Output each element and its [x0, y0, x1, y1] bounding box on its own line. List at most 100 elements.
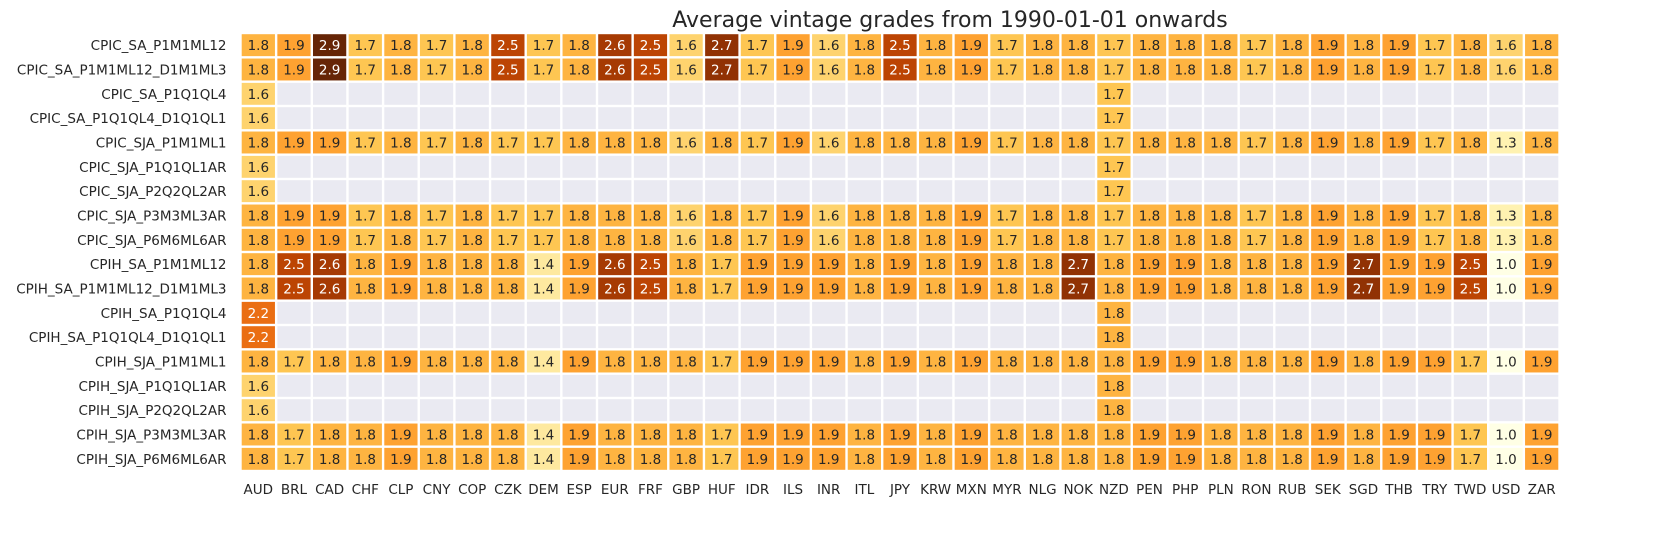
- heatmap-cell-empty: [990, 82, 1024, 105]
- cell-value-label: 1.8: [996, 428, 1017, 444]
- heatmap-cell: [847, 34, 881, 57]
- cell-value-label: 1.9: [1139, 282, 1160, 298]
- heatmap-cell: [705, 204, 739, 227]
- heatmap-cell-empty: [1453, 107, 1487, 130]
- cell-value-label: 1.8: [1353, 63, 1374, 79]
- heatmap-cell: [1489, 447, 1523, 470]
- heatmap-cell-empty: [1418, 107, 1452, 130]
- row-tick-label: CPIC_SA_P1M1ML12_D1M1ML3: [17, 63, 227, 79]
- heatmap-cell-empty: [1382, 301, 1416, 324]
- heatmap-cell: [1168, 228, 1202, 251]
- heatmap-cell-empty: [491, 82, 525, 105]
- heatmap-cell: [1204, 447, 1238, 470]
- heatmap-cell: [812, 277, 846, 300]
- cell-value-label: 1.9: [1174, 355, 1195, 371]
- heatmap-cell-empty: [633, 82, 668, 105]
- heatmap-cell: [776, 423, 810, 446]
- cell-value-label: 1.9: [961, 63, 982, 79]
- cell-value-label: 1.9: [1139, 452, 1160, 468]
- heatmap-cell: [633, 447, 668, 470]
- heatmap-cell-empty: [598, 180, 632, 203]
- heatmap-cell: [1097, 277, 1131, 300]
- heatmap-cell-empty: [705, 180, 739, 203]
- heatmap-cell: [1025, 228, 1060, 251]
- cell-value-label: 1.9: [1531, 428, 1552, 444]
- cell-value-label: 1.8: [248, 38, 269, 54]
- heatmap-cell-empty: [313, 301, 347, 324]
- heatmap-cell: [562, 204, 596, 227]
- heatmap-cell-empty: [776, 180, 810, 203]
- heatmap-cell: [1489, 58, 1523, 81]
- cell-value-label: 1.8: [568, 209, 589, 225]
- heatmap-cell-empty: [1168, 374, 1202, 397]
- cell-value-label: 1.9: [1317, 282, 1338, 298]
- heatmap-cell: [1311, 350, 1345, 373]
- heatmap-cell: [847, 423, 881, 446]
- cell-value-label: 1.9: [961, 452, 982, 468]
- cell-value-label: 1.8: [640, 428, 661, 444]
- heatmap-cell-empty: [1525, 107, 1559, 130]
- heatmap-cell: [1275, 447, 1309, 470]
- cell-value-label: 1.9: [1317, 63, 1338, 79]
- heatmap-cell-empty: [740, 301, 775, 324]
- heatmap-cell: [277, 58, 311, 81]
- heatmap-cell: [1097, 301, 1131, 324]
- heatmap-cell: [740, 34, 775, 57]
- heatmap-cell: [384, 131, 418, 154]
- heatmap-cell-empty: [526, 399, 561, 422]
- heatmap-cell: [277, 204, 311, 227]
- heatmap-cell: [633, 228, 668, 251]
- heatmap-cell-empty: [1346, 301, 1381, 324]
- heatmap-cell-empty: [1025, 326, 1060, 349]
- heatmap-cell-empty: [883, 374, 917, 397]
- heatmap-cell: [954, 228, 988, 251]
- heatmap-cell: [740, 447, 775, 470]
- heatmap-cell: [633, 58, 668, 81]
- cell-value-label: 2.5: [640, 282, 661, 298]
- cell-value-label: 1.7: [996, 233, 1017, 249]
- row-tick-label: CPIH_SA_P1M1ML12: [90, 257, 227, 273]
- heatmap-cell-empty: [1489, 180, 1523, 203]
- heatmap-cell-empty: [919, 399, 953, 422]
- cell-value-label: 1.8: [1353, 428, 1374, 444]
- heatmap-cell: [384, 34, 418, 57]
- cell-value-label: 1.8: [355, 257, 376, 273]
- heatmap-cell: [313, 204, 347, 227]
- heatmap-cell-empty: [491, 399, 525, 422]
- heatmap-cell: [1061, 131, 1095, 154]
- cell-value-label: 2.6: [319, 257, 340, 273]
- heatmap-cell-empty: [1418, 326, 1452, 349]
- heatmap-cell: [883, 228, 917, 251]
- heatmap-cell-empty: [348, 399, 382, 422]
- heatmap-cell: [241, 374, 275, 397]
- row-tick-label: CPIC_SJA_P6M6ML6AR: [77, 233, 226, 249]
- heatmap-cell: [562, 277, 596, 300]
- cell-value-label: 2.5: [1460, 257, 1481, 273]
- heatmap-cell-empty: [847, 326, 881, 349]
- heatmap-cell: [526, 58, 561, 81]
- heatmap-cell: [1025, 447, 1060, 470]
- heatmap-cell-empty: [1453, 301, 1487, 324]
- cell-value-label: 1.8: [461, 452, 482, 468]
- cell-value-label: 1.8: [1353, 233, 1374, 249]
- cell-value-label: 1.9: [889, 452, 910, 468]
- heatmap-cell: [1204, 58, 1238, 81]
- heatmap-cell: [669, 350, 703, 373]
- heatmap-cell: [384, 447, 418, 470]
- heatmap-cell-empty: [1132, 326, 1167, 349]
- heatmap-cell: [1453, 447, 1487, 470]
- cell-value-label: 1.8: [854, 63, 875, 79]
- cell-value-label: 1.7: [1424, 38, 1445, 54]
- heatmap-cell-empty: [1025, 399, 1060, 422]
- cell-value-label: 1.9: [1388, 209, 1409, 225]
- heatmap-cell-empty: [1132, 301, 1167, 324]
- heatmap-cell-empty: [277, 107, 311, 130]
- cell-value-label: 1.9: [1424, 452, 1445, 468]
- heatmap-cell: [1525, 447, 1559, 470]
- cell-value-label: 1.8: [1210, 209, 1231, 225]
- cell-value-label: 1.9: [961, 38, 982, 54]
- cell-value-label: 1.7: [1103, 184, 1124, 200]
- cell-value-label: 1.8: [996, 282, 1017, 298]
- cell-value-label: 2.5: [497, 38, 518, 54]
- heatmap-cell: [1311, 228, 1345, 251]
